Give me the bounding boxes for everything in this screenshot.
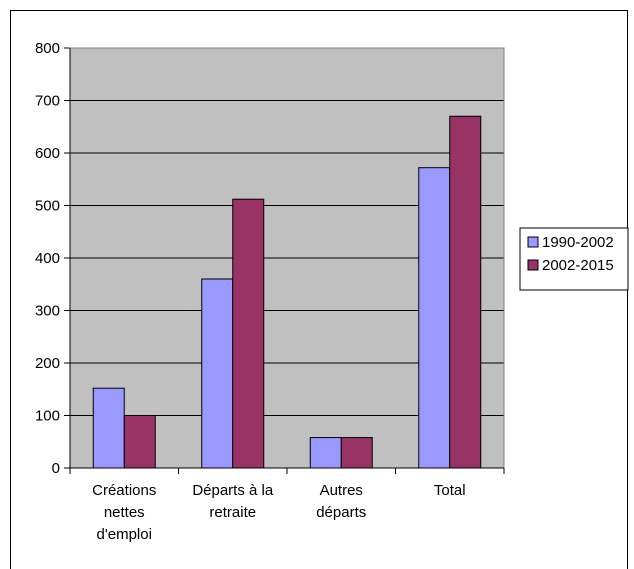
x-tick-label-line: Départs à la <box>192 482 274 499</box>
x-tick-label: Total <box>434 482 466 499</box>
legend-swatch-0 <box>527 236 539 248</box>
bar-2002-2015-2 <box>340 437 373 469</box>
bar-1990-2002-2 <box>309 437 342 469</box>
bar-2002-2015-3 <box>449 115 482 469</box>
y-tick-label: 200 <box>35 355 60 372</box>
y-tick-label: 500 <box>35 198 60 215</box>
x-tick-label: Créations nettes d'emploi <box>92 482 156 543</box>
y-tick-label: 300 <box>35 303 60 320</box>
x-tick-label-line: départs <box>316 504 366 521</box>
y-tick-label: 800 <box>35 40 60 57</box>
x-tick-label-line: Autres <box>320 482 363 499</box>
y-tick-label: 0 <box>52 460 60 477</box>
plot-area: 0 100 200 300 400 500 600 700 800 Créations nettes… <box>35 40 505 543</box>
y-tick-label: 700 <box>35 93 60 110</box>
x-tick-label: Autres départs <box>316 482 366 521</box>
bar-1990-2002-1 <box>201 278 234 469</box>
bar-2002-2015-1 <box>232 198 265 469</box>
bar-2002-2015-0 <box>123 415 156 469</box>
y-tick-label: 600 <box>35 145 60 162</box>
x-tick-label-line: d'emploi <box>97 526 152 543</box>
x-tick-label-line: nettes <box>104 504 145 521</box>
y-tick-label: 100 <box>35 408 60 425</box>
legend: 1990-2002 2002-2015 <box>519 227 629 291</box>
bar-1990-2002-0 <box>92 387 125 469</box>
legend-swatch-1 <box>527 259 539 271</box>
x-tick-label: Départs à la retraite <box>192 482 274 521</box>
x-tick-label-line: Créations <box>92 482 156 499</box>
x-tick-label-line: retraite <box>209 504 256 521</box>
legend-label-0: 1990-2002 <box>542 234 614 251</box>
y-tick-label: 400 <box>35 250 60 267</box>
bar-1990-2002-3 <box>418 167 451 469</box>
x-tick-label-line: Total <box>434 482 466 499</box>
legend-label-1: 2002-2015 <box>542 257 614 274</box>
